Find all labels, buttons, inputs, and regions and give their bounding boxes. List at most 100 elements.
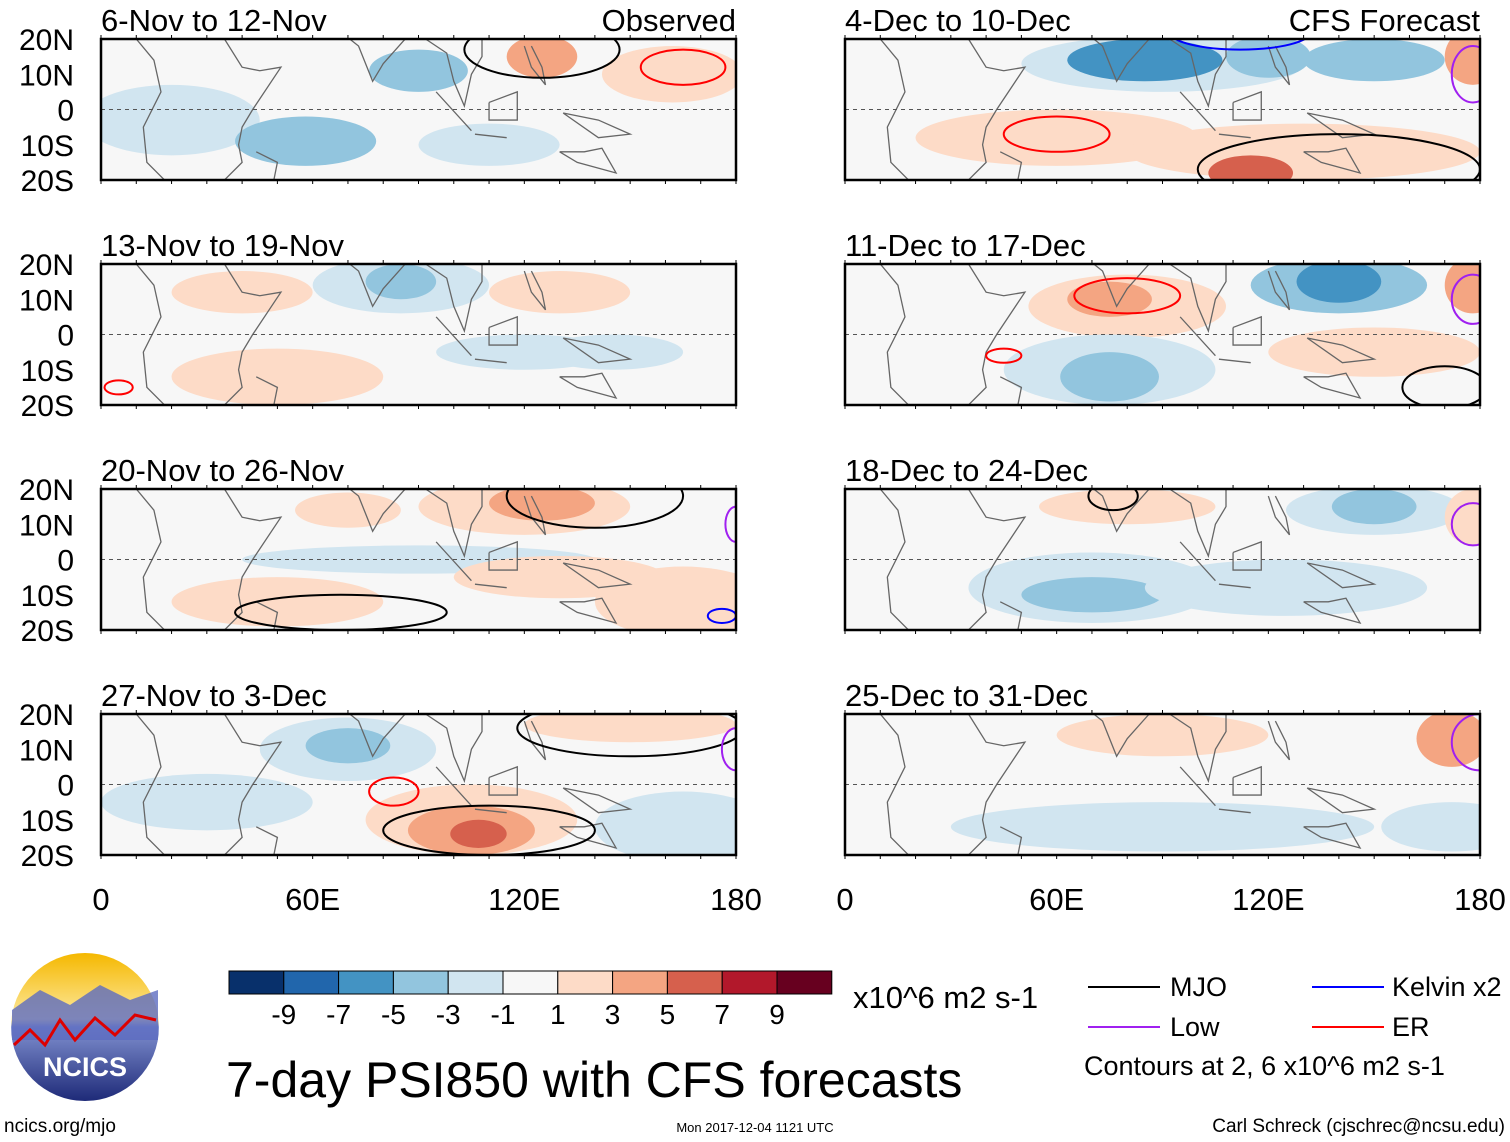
footer-credit: Carl Schreck (cjschrec@ncsu.edu) (1212, 1116, 1505, 1137)
lat-tick-label: 10S (21, 805, 74, 838)
map-panel: 25-Dec to 31-Dec 0 60E 120E 180 (836, 678, 1506, 917)
coastline (1267, 45, 1291, 86)
contour-low (720, 727, 736, 772)
contour-note: Contours at 2, 6 x10^6 m2 s-1 (1084, 1051, 1445, 1081)
colorbar-label: -7 (326, 999, 351, 1030)
coastline (1179, 316, 1216, 357)
contour-low (1450, 45, 1480, 104)
anomaly-region (1444, 39, 1480, 85)
anomaly-region (1208, 155, 1294, 180)
lat-tick-label: 10N (19, 509, 74, 542)
anomaly-region (1416, 714, 1480, 767)
colorbar-label: 1 (550, 999, 566, 1030)
coastline (223, 264, 283, 405)
coastline (1218, 358, 1251, 364)
anomaly-region (418, 123, 560, 166)
contour-er (1002, 115, 1111, 153)
coastline (562, 787, 633, 814)
anomaly-region (1056, 714, 1269, 757)
anomaly-region (1331, 489, 1417, 525)
coastline (1092, 714, 1227, 784)
contour-mjo (463, 39, 621, 79)
coastline (435, 541, 472, 582)
colorbar-swatch (666, 970, 723, 995)
contour-er (639, 48, 727, 86)
coastline (255, 376, 279, 405)
anomaly-region (601, 46, 736, 103)
coastline (967, 264, 1027, 405)
logo-text: NCICS (43, 1052, 127, 1082)
contour-er (368, 776, 420, 807)
anomaly-region (171, 348, 384, 405)
lon-tick-label: 180 (1454, 882, 1506, 917)
coastline (488, 765, 518, 796)
anomaly-region (1144, 559, 1428, 616)
coastline (1218, 808, 1251, 814)
anomaly-region (295, 492, 401, 528)
coastline (348, 39, 483, 109)
anomaly-region (235, 116, 377, 166)
contour-mjo (505, 489, 685, 529)
colorbar: -9 -7 -5 -3 -1 1 3 5 7 9 (228, 970, 833, 1030)
coastline (999, 376, 1023, 405)
contour-low (724, 505, 736, 543)
lon-tick-label: 180 (710, 882, 762, 917)
colorbar-swatch (447, 970, 504, 995)
anomaly-region (1021, 577, 1163, 613)
coastline (255, 601, 279, 630)
colorbar-swatch (776, 970, 833, 995)
coastline (223, 714, 283, 855)
panel-title: 20-Nov to 26-Nov (101, 453, 344, 488)
lat-tick-label: 10S (21, 355, 74, 388)
coastline (1179, 541, 1216, 582)
coastline (1306, 337, 1377, 364)
coastline (1267, 720, 1291, 761)
coastline (348, 264, 483, 334)
coastline (523, 45, 547, 86)
lat-tick-label: 20S (21, 390, 74, 423)
coastline (474, 358, 507, 364)
colorbar-swatch (283, 970, 340, 995)
colorbar-label: 7 (714, 999, 730, 1030)
coastline (1092, 489, 1227, 559)
figure-title: 7-day PSI850 with CFS forecasts (226, 1052, 962, 1108)
contour-kelvin (1173, 39, 1307, 51)
lat-tick-label: 10N (19, 59, 74, 92)
coastline (488, 90, 518, 121)
coastline (562, 562, 633, 589)
panel-title: 27-Nov to 3-Dec (101, 678, 327, 713)
lat-tick-label: 20S (21, 615, 74, 648)
panel-title: 4-Dec to 10-Dec (845, 3, 1071, 38)
coastline (488, 540, 518, 571)
coastline (559, 597, 618, 624)
coastline (1267, 495, 1291, 536)
coastline (1306, 562, 1377, 589)
colorbar-label: 3 (605, 999, 621, 1030)
coastline (523, 720, 547, 761)
lat-tick-label: 10S (21, 580, 74, 613)
lat-tick-label: 10N (19, 284, 74, 317)
anomaly-region (1296, 264, 1382, 303)
coastline (1179, 766, 1216, 807)
anomaly-region (594, 791, 736, 855)
coastline (255, 826, 279, 855)
footer-url[interactable]: ncics.org/mjo (4, 1116, 116, 1137)
anomaly-region (1381, 802, 1480, 852)
anomaly-region (950, 802, 1375, 852)
coastline (999, 151, 1023, 180)
contour-er (985, 347, 1023, 364)
contour-low (1450, 273, 1480, 325)
anomaly-region (171, 577, 384, 627)
anomaly-region (489, 489, 595, 521)
lat-tick-label: 20N (19, 699, 74, 732)
anomaly-region (101, 773, 313, 831)
map-panel: 4-Dec to 10-Dec CFS Forecast (843, 3, 1482, 184)
coastline (559, 372, 618, 399)
legend: MJO Kelvin x2 Low ER Contours at 2, 6 x1… (1084, 972, 1502, 1081)
map-panel: 18-Dec to 24-Dec (843, 453, 1482, 634)
coastline (562, 337, 633, 364)
legend-mjo-label: MJO (1170, 972, 1227, 1002)
